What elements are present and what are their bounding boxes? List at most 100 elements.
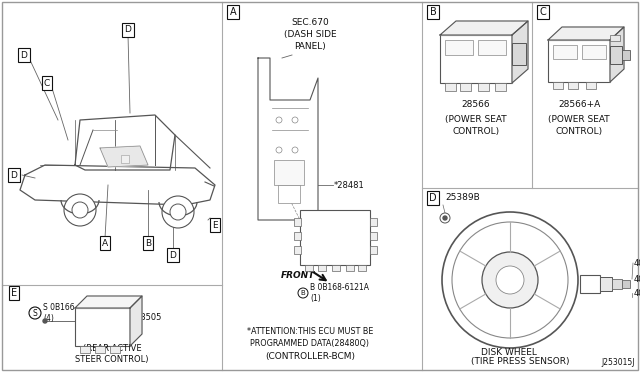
Text: J253015J: J253015J — [602, 358, 635, 367]
Bar — [445, 83, 456, 91]
Text: B: B — [301, 290, 305, 296]
Polygon shape — [548, 27, 624, 40]
Polygon shape — [75, 115, 175, 170]
Text: S: S — [33, 308, 37, 317]
Circle shape — [64, 194, 96, 226]
Bar — [332, 265, 340, 271]
Circle shape — [442, 212, 578, 348]
Circle shape — [292, 147, 298, 153]
Bar — [278, 185, 300, 203]
Bar — [294, 246, 301, 254]
Text: B: B — [145, 238, 151, 247]
Bar — [460, 83, 471, 91]
Bar — [305, 265, 313, 271]
Bar — [370, 218, 377, 226]
Circle shape — [43, 319, 47, 323]
Bar — [478, 40, 506, 55]
Bar — [568, 82, 578, 89]
Circle shape — [72, 202, 88, 218]
Polygon shape — [130, 296, 142, 346]
Text: S 0B166-6121A
(4): S 0B166-6121A (4) — [43, 303, 102, 323]
Text: (POWER SEAT
CONTROL): (POWER SEAT CONTROL) — [445, 115, 507, 136]
Polygon shape — [100, 146, 148, 167]
Circle shape — [298, 288, 308, 298]
Text: D: D — [125, 26, 131, 35]
Text: D: D — [11, 170, 17, 180]
Text: 28505: 28505 — [135, 314, 161, 323]
Text: 28566: 28566 — [461, 100, 490, 109]
Bar — [75, 308, 130, 346]
Bar — [445, 40, 473, 55]
Circle shape — [496, 266, 524, 294]
Circle shape — [292, 117, 298, 123]
Polygon shape — [75, 296, 142, 308]
Text: B 0B168-6121A
(1): B 0B168-6121A (1) — [310, 283, 369, 303]
Text: A: A — [230, 7, 236, 17]
Bar — [622, 280, 630, 288]
Text: D: D — [170, 250, 177, 260]
Bar — [580, 275, 600, 293]
Text: A: A — [102, 238, 108, 247]
Bar — [512, 43, 526, 65]
Bar — [300, 210, 370, 265]
Text: C: C — [44, 78, 50, 87]
Bar — [294, 218, 301, 226]
Text: 25389B: 25389B — [445, 193, 480, 202]
Bar — [80, 346, 90, 353]
Polygon shape — [610, 27, 624, 82]
Circle shape — [170, 204, 186, 220]
Bar — [495, 83, 506, 91]
Bar — [370, 232, 377, 240]
Text: (REAR ACTIVE
STEER CONTROL): (REAR ACTIVE STEER CONTROL) — [76, 344, 148, 364]
Text: C: C — [540, 7, 547, 17]
Circle shape — [440, 213, 450, 223]
Bar — [358, 265, 366, 271]
Circle shape — [276, 147, 282, 153]
Text: (POWER SEAT
CONTROL): (POWER SEAT CONTROL) — [548, 115, 610, 136]
Circle shape — [452, 222, 568, 338]
Text: *ATTENTION:THIS ECU MUST BE
PROGRAMMED DATA(28480Q): *ATTENTION:THIS ECU MUST BE PROGRAMMED D… — [247, 327, 373, 348]
Text: B: B — [429, 7, 436, 17]
Circle shape — [29, 307, 41, 319]
Bar — [553, 82, 563, 89]
Bar — [622, 50, 630, 60]
Circle shape — [443, 216, 447, 220]
Bar — [110, 346, 120, 353]
Text: D: D — [20, 51, 28, 60]
Bar — [121, 155, 129, 163]
Bar — [95, 346, 105, 353]
Bar — [610, 46, 622, 64]
Bar — [612, 279, 622, 289]
Polygon shape — [258, 58, 318, 220]
Text: *28481: *28481 — [334, 180, 365, 189]
Text: FRONT: FRONT — [281, 270, 315, 279]
Text: 28566+A: 28566+A — [558, 100, 600, 109]
Circle shape — [482, 252, 538, 308]
Bar — [370, 246, 377, 254]
Text: E: E — [11, 288, 17, 298]
Polygon shape — [512, 21, 528, 83]
Bar — [478, 83, 489, 91]
Bar — [582, 45, 606, 59]
Bar — [318, 265, 326, 271]
Polygon shape — [440, 21, 528, 35]
Text: 40702: 40702 — [634, 275, 640, 283]
Bar — [548, 40, 610, 82]
Bar — [553, 45, 577, 59]
Text: D: D — [429, 193, 437, 203]
Bar — [440, 35, 512, 83]
Bar — [600, 277, 612, 291]
Bar — [346, 265, 354, 271]
Circle shape — [276, 117, 282, 123]
Polygon shape — [20, 165, 215, 205]
Text: SEC.670
(DASH SIDE
PANEL): SEC.670 (DASH SIDE PANEL) — [284, 18, 336, 51]
Circle shape — [162, 196, 194, 228]
Text: (CONTROLLER-BCM): (CONTROLLER-BCM) — [265, 352, 355, 361]
Text: (TIRE PRESS SENSOR): (TIRE PRESS SENSOR) — [471, 357, 569, 366]
Bar — [274, 160, 304, 185]
Bar — [586, 82, 596, 89]
Text: E: E — [212, 221, 218, 230]
Bar — [294, 232, 301, 240]
Text: 40700M: 40700M — [634, 289, 640, 298]
Bar — [610, 35, 620, 41]
